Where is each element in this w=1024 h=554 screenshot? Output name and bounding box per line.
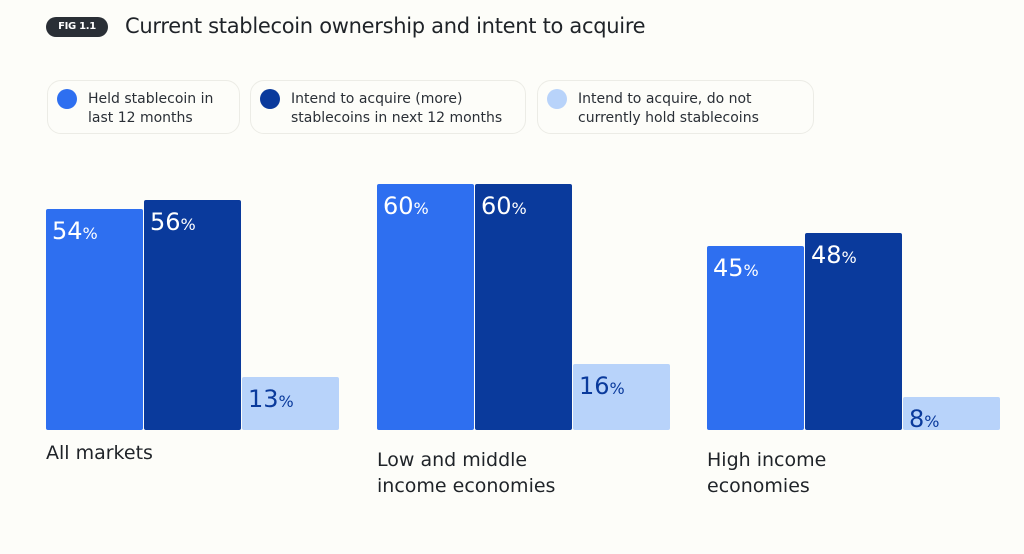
data-label: 60% — [481, 192, 527, 220]
legend-swatch — [260, 89, 280, 109]
legend-swatch — [547, 89, 567, 109]
bar — [805, 233, 902, 430]
legend-label: Intend to acquire (more) stablecoins in n… — [291, 90, 502, 128]
bar — [144, 200, 241, 430]
data-label-unit: % — [924, 412, 940, 432]
data-label-unit: % — [743, 260, 759, 280]
data-label: 13% — [248, 385, 294, 413]
data-label: 16% — [579, 372, 625, 400]
data-label-unit: % — [278, 391, 294, 411]
data-label-value: 54 — [52, 216, 83, 245]
category-label: High income economies — [707, 449, 827, 497]
data-label-unit: % — [841, 248, 857, 268]
legend-item: Intend to acquire (more) stablecoins in n… — [250, 80, 526, 134]
data-label: 56% — [150, 208, 196, 236]
legend-label-line: stablecoins in next 12 months — [291, 110, 503, 126]
data-label: 45% — [713, 254, 759, 282]
data-label-value: 48 — [811, 241, 842, 270]
data-label-value: 13 — [248, 384, 279, 413]
legend-label-line: currently hold stablecoins — [578, 110, 759, 126]
legend-item: Held stablecoin in last 12 months — [47, 80, 240, 134]
data-label-value: 8 — [909, 405, 925, 434]
legend-label-line: Held stablecoin in — [88, 91, 214, 107]
data-label-unit: % — [609, 379, 625, 399]
category-label: Low and middle income economies — [377, 449, 556, 497]
bar — [46, 208, 143, 430]
bar — [475, 184, 572, 430]
data-label-value: 56 — [150, 208, 181, 237]
bar — [573, 364, 670, 430]
category-label: All markets — [46, 442, 153, 464]
data-label-value: 16 — [579, 372, 610, 401]
bar — [903, 397, 1000, 430]
data-label: 48% — [811, 241, 857, 269]
figure-badge: FIG 1.1 — [46, 17, 108, 37]
legend-label-line: Intend to acquire, do not — [578, 91, 752, 107]
data-label-unit: % — [82, 223, 98, 243]
legend-item: Intend to acquire, do not currently hold … — [537, 80, 814, 134]
data-label-unit: % — [180, 215, 196, 235]
data-label: 8% — [909, 405, 939, 433]
data-label-value: 45 — [713, 253, 744, 282]
legend-label-line: Intend to acquire (more) — [291, 91, 463, 107]
data-label-value: 60 — [383, 192, 414, 220]
chart-title: Current stablecoin ownership and intent … — [125, 14, 646, 38]
data-label-unit: % — [511, 199, 527, 218]
bar — [707, 245, 804, 430]
data-label: 60% — [383, 192, 429, 220]
data-label-unit: % — [413, 199, 429, 218]
legend-swatch — [57, 89, 77, 109]
legend-label: Intend to acquire, do not currently hold … — [578, 90, 759, 128]
bar — [242, 376, 339, 430]
data-label: 54% — [52, 217, 98, 245]
bar — [377, 184, 474, 430]
legend-label-line: last 12 months — [88, 110, 193, 126]
data-label-value: 60 — [481, 192, 512, 220]
legend-label: Held stablecoin in last 12 months — [88, 90, 213, 128]
